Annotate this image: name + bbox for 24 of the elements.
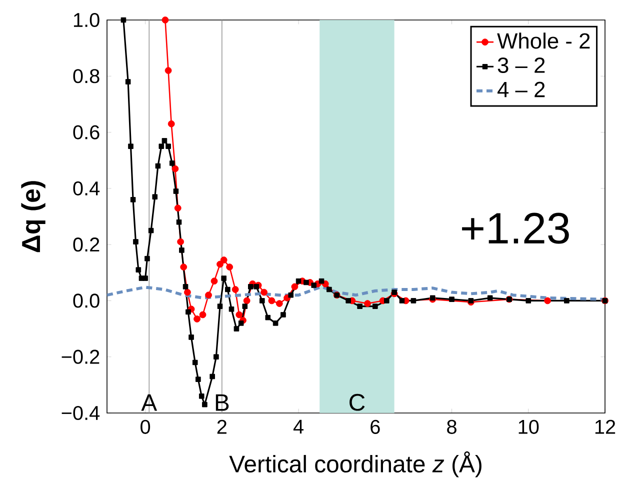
x-axis-title: Vertical coordinate z (Å) xyxy=(229,451,482,478)
x-tick-label: 2 xyxy=(217,420,226,434)
y-tick-label: 0.6 xyxy=(73,125,100,140)
x-tick-label: 0 xyxy=(140,420,150,434)
legend-label: 3 – 2 xyxy=(498,57,545,74)
ref-line-label: A xyxy=(141,394,158,411)
y-tick-label: −0.4 xyxy=(62,406,100,420)
band-label: C xyxy=(350,394,365,411)
y-tick-label: 0.4 xyxy=(73,181,100,196)
x-tick-label: 8 xyxy=(447,420,456,434)
legend-label: 4 – 2 xyxy=(498,82,545,98)
y-tick-label: −0.2 xyxy=(62,350,100,364)
y-tick-label: 0.8 xyxy=(73,69,100,84)
x-tick-label: 4 xyxy=(293,420,304,434)
y-tick-label: 0.0 xyxy=(73,294,100,308)
y-axis-title: Δq (e) xyxy=(21,181,46,252)
ref-line-label: B xyxy=(216,394,229,411)
legend-label: Whole - 2 xyxy=(497,32,590,49)
x-tick-label: 10 xyxy=(518,420,539,434)
annotation: +1.23 xyxy=(462,212,569,244)
x-tick-label: 12 xyxy=(595,420,616,434)
x-tick-label: 6 xyxy=(370,420,380,434)
y-tick-label: 0.2 xyxy=(73,238,100,252)
y-tick-label: 1.0 xyxy=(74,12,100,28)
